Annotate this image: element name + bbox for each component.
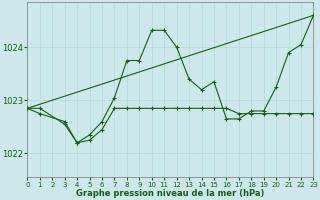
X-axis label: Graphe pression niveau de la mer (hPa): Graphe pression niveau de la mer (hPa) (76, 189, 265, 198)
